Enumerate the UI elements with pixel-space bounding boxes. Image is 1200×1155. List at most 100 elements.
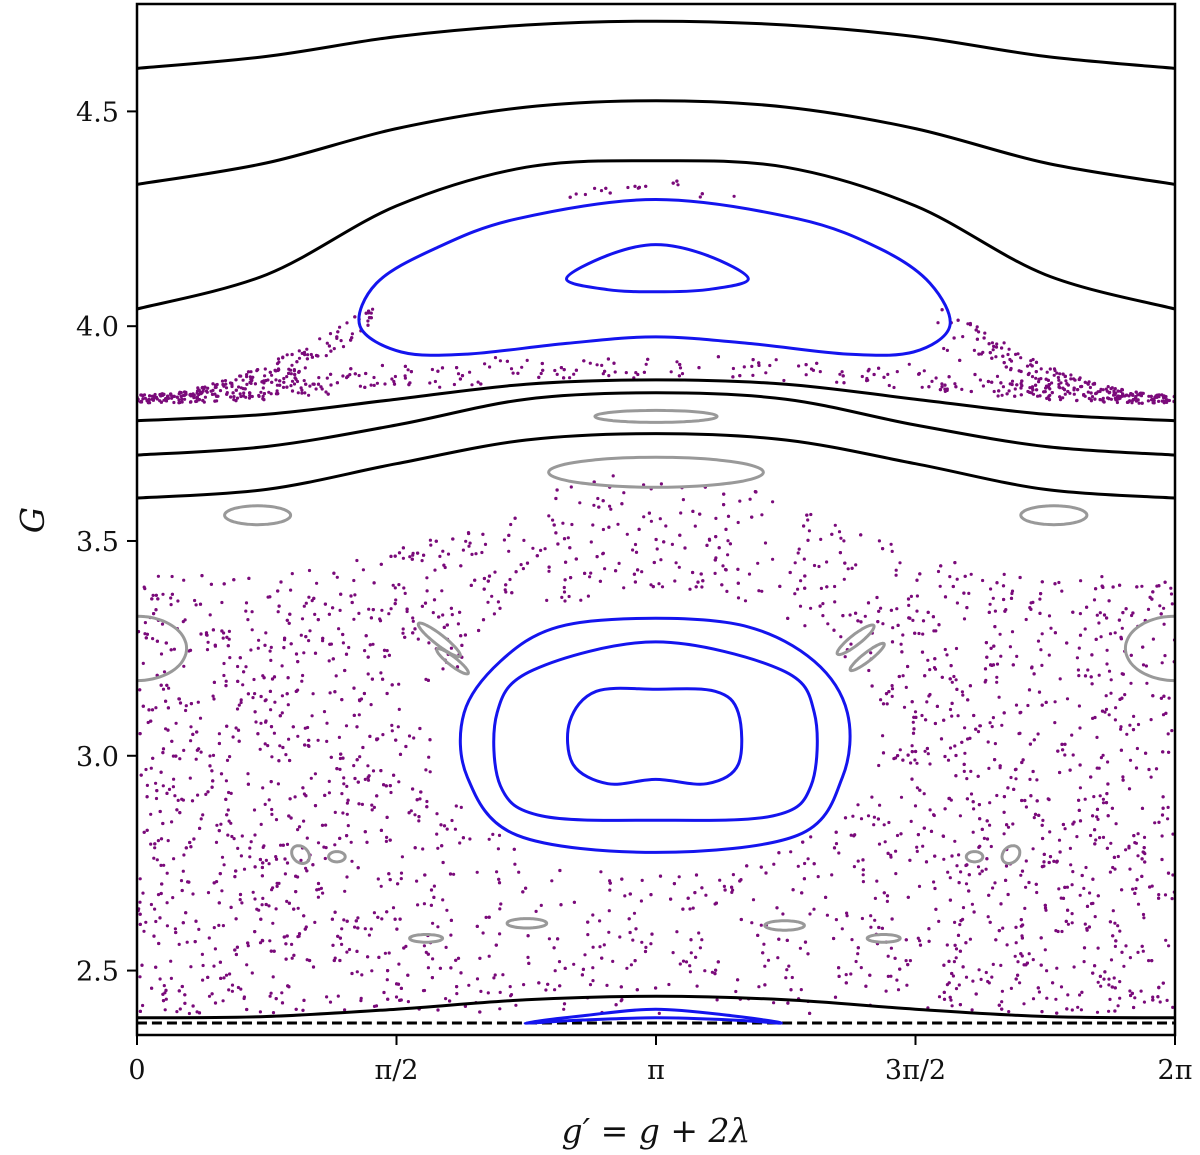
chaotic-point bbox=[1004, 878, 1008, 883]
chaotic-point bbox=[950, 680, 954, 684]
chaotic-point bbox=[675, 360, 679, 364]
chaotic-point bbox=[651, 585, 655, 589]
chaotic-point bbox=[622, 586, 626, 590]
chaotic-point bbox=[937, 995, 942, 999]
chaotic-point bbox=[487, 837, 491, 841]
chaotic-point bbox=[807, 529, 812, 533]
chaotic-point bbox=[247, 396, 252, 400]
chaotic-point bbox=[291, 725, 295, 729]
chaotic-point bbox=[974, 328, 978, 332]
chaotic-point bbox=[393, 374, 397, 379]
chaotic-point bbox=[887, 383, 891, 388]
chaotic-point bbox=[222, 673, 226, 678]
chaotic-point bbox=[246, 618, 250, 622]
chaotic-point bbox=[307, 595, 311, 599]
chaotic-point bbox=[834, 830, 838, 834]
chaotic-point bbox=[1080, 873, 1084, 878]
chaotic-point bbox=[486, 579, 490, 583]
chaotic-point bbox=[964, 975, 969, 979]
chaotic-point bbox=[149, 812, 153, 816]
chaotic-point bbox=[283, 872, 287, 876]
chaotic-point bbox=[251, 890, 255, 894]
chaotic-point bbox=[880, 926, 885, 930]
chaotic-point bbox=[953, 839, 957, 843]
chaotic-point bbox=[958, 1003, 963, 1007]
chaotic-point bbox=[1052, 859, 1056, 863]
chaotic-point bbox=[1036, 732, 1040, 736]
chaotic-point bbox=[1070, 912, 1074, 916]
chaotic-point bbox=[435, 812, 439, 816]
chaotic-point bbox=[275, 884, 279, 888]
chaotic-point bbox=[1116, 854, 1120, 859]
chaotic-point bbox=[1098, 389, 1102, 393]
chaotic-point bbox=[222, 976, 226, 980]
chaotic-point bbox=[138, 912, 142, 916]
chaotic-point bbox=[256, 732, 260, 736]
chaotic-point bbox=[1135, 878, 1139, 882]
chaotic-point bbox=[161, 592, 165, 596]
chaotic-point bbox=[154, 706, 158, 710]
chaotic-point bbox=[1151, 694, 1155, 698]
chaotic-point bbox=[659, 482, 664, 486]
chaotic-point bbox=[280, 694, 284, 698]
chaotic-point bbox=[405, 609, 409, 614]
chaotic-point bbox=[756, 561, 760, 565]
chaotic-point bbox=[213, 1001, 218, 1005]
chaotic-point bbox=[255, 907, 259, 911]
chaotic-point bbox=[428, 381, 432, 385]
chaotic-point bbox=[1060, 929, 1064, 934]
chaotic-point bbox=[915, 578, 919, 582]
chaotic-point bbox=[222, 582, 226, 586]
chaotic-point bbox=[496, 600, 500, 604]
chaotic-point bbox=[468, 541, 472, 545]
chaotic-point bbox=[292, 369, 296, 373]
chaotic-point bbox=[451, 537, 455, 541]
chaotic-point bbox=[239, 987, 243, 991]
chaotic-point bbox=[220, 379, 225, 383]
chaotic-point bbox=[391, 583, 395, 587]
chaotic-point bbox=[285, 385, 289, 389]
chaotic-point bbox=[967, 889, 971, 893]
chaotic-point bbox=[882, 823, 886, 827]
chaotic-point bbox=[1130, 401, 1134, 405]
chaotic-point bbox=[1107, 391, 1111, 395]
chaotic-point bbox=[911, 731, 916, 735]
chaotic-point bbox=[1056, 375, 1060, 380]
chaotic-point bbox=[849, 642, 853, 646]
chaotic-point bbox=[989, 646, 993, 650]
chaotic-point bbox=[162, 392, 166, 396]
chaotic-point bbox=[185, 940, 189, 944]
chaotic-point bbox=[672, 882, 677, 886]
chaotic-point bbox=[881, 547, 885, 551]
chaotic-point bbox=[1130, 393, 1134, 397]
chaotic-point bbox=[845, 911, 849, 915]
chaotic-point bbox=[1082, 960, 1086, 964]
chaotic-point bbox=[156, 597, 160, 601]
chaotic-point bbox=[1024, 963, 1028, 967]
chaotic-point bbox=[906, 895, 910, 899]
chaotic-point bbox=[636, 372, 640, 377]
chaotic-point bbox=[366, 323, 370, 327]
chaotic-point bbox=[198, 716, 203, 720]
chaotic-point bbox=[363, 777, 367, 782]
chaotic-point bbox=[425, 576, 429, 580]
chaotic-point bbox=[870, 795, 874, 799]
chaotic-point bbox=[985, 857, 989, 861]
chaotic-point bbox=[274, 378, 278, 382]
chaotic-point bbox=[290, 363, 294, 367]
chaotic-point bbox=[294, 652, 299, 656]
chaotic-point bbox=[1114, 706, 1118, 710]
chaotic-point bbox=[954, 947, 959, 951]
chaotic-point bbox=[228, 755, 232, 759]
chaotic-point bbox=[954, 987, 959, 991]
chaotic-point bbox=[1111, 934, 1115, 938]
chaotic-point bbox=[803, 624, 807, 628]
x-tick-label: π bbox=[647, 1055, 665, 1086]
chaotic-point bbox=[1068, 846, 1072, 851]
chaotic-point bbox=[258, 857, 262, 862]
chaotic-point bbox=[688, 907, 692, 911]
chaotic-point bbox=[341, 641, 345, 645]
chaotic-point bbox=[264, 902, 268, 907]
chaotic-point bbox=[785, 968, 789, 972]
chaotic-point bbox=[1042, 852, 1046, 857]
